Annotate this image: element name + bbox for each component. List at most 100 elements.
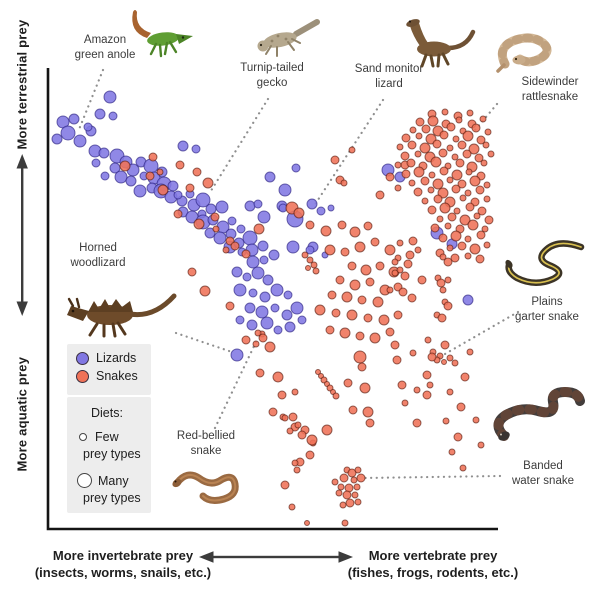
scatter-point-snakes: [459, 464, 467, 472]
scatter-point-lizards: [83, 122, 93, 132]
scatter-point-snakes: [477, 441, 485, 449]
scatter-point-lizards: [462, 294, 474, 306]
scatter-point-snakes: [353, 483, 361, 491]
scatter-point-snakes: [335, 275, 345, 285]
scatter-point-lizards: [227, 216, 237, 226]
many-prey-circle-icon: [77, 473, 92, 488]
scatter-point-snakes: [192, 167, 202, 177]
scatter-point-snakes: [288, 412, 298, 422]
x-axis-label-invertebrate: More invertebrate prey (insects, worms, …: [34, 548, 212, 580]
scatter-point-snakes: [348, 405, 358, 415]
scatter-point-snakes: [453, 207, 461, 215]
scatter-point-snakes: [339, 327, 351, 339]
scatter-point-snakes: [199, 285, 211, 297]
scatter-point-snakes: [202, 177, 214, 189]
scatter-point-snakes: [472, 416, 480, 424]
scatter-point-snakes: [331, 478, 339, 486]
scatter-point-lizards: [143, 158, 159, 174]
scatter-point-lizards: [253, 199, 263, 209]
scatter-point-snakes: [341, 519, 349, 527]
scatter-point-snakes: [320, 225, 332, 237]
scatter-point-snakes: [457, 241, 467, 251]
scatter-point-snakes: [394, 161, 402, 169]
scatter-point-snakes: [464, 235, 472, 243]
scatter-point-snakes: [349, 279, 361, 291]
y-axis-double-arrow-icon: [16, 154, 28, 316]
scatter-point-snakes: [306, 434, 318, 446]
scatter-point-lizards: [246, 319, 258, 331]
snakes-dot-icon: [76, 369, 89, 383]
scatter-point-snakes: [451, 184, 461, 194]
leader-line: [312, 98, 385, 208]
scatter-point-snakes: [446, 144, 454, 152]
scatter-point-snakes: [426, 381, 434, 389]
scatter-point-snakes: [473, 212, 481, 220]
scatter-point-snakes: [397, 380, 407, 390]
scatter-point-snakes: [173, 209, 183, 219]
scatter-point-lizards: [60, 125, 76, 141]
scatter-point-snakes: [314, 304, 326, 316]
scatter-point-lizards: [108, 111, 118, 121]
scatter-point-snakes: [305, 265, 311, 271]
scatter-point-snakes: [441, 108, 449, 116]
scatter-point-snakes: [422, 390, 432, 400]
scatter-point-snakes: [430, 156, 442, 168]
scatter-point-lizards: [230, 348, 244, 362]
scatter-point-snakes: [355, 331, 365, 341]
scatter-point-snakes: [419, 142, 431, 154]
scatter-point-snakes: [255, 368, 265, 378]
scatter-point-snakes: [407, 140, 417, 150]
scatter-point-snakes: [451, 153, 459, 161]
scatter-point-snakes: [342, 490, 352, 500]
scatter-point-snakes: [396, 239, 404, 247]
scatter-point-snakes: [450, 230, 462, 242]
scatter-point-lizards: [259, 255, 269, 265]
scatter-point-snakes: [414, 150, 422, 158]
scatter-point-lizards: [284, 321, 296, 333]
scatter-point-snakes: [175, 160, 185, 170]
scatter-point-snakes: [356, 473, 366, 483]
scatter-point-lizards: [306, 198, 318, 210]
scatter-point-snakes: [421, 124, 431, 134]
scatter-point-snakes: [479, 115, 487, 123]
scatter-point-snakes: [415, 132, 423, 140]
scatter-point-snakes: [230, 241, 240, 251]
scatter-point-snakes: [451, 169, 463, 181]
scatter-point-snakes: [432, 139, 442, 149]
scatter-point-snakes: [325, 325, 335, 335]
scatter-point-snakes: [357, 362, 367, 372]
scatter-point-snakes: [475, 254, 485, 264]
scatter-point-snakes: [466, 348, 474, 356]
scatter-point-snakes: [345, 498, 355, 508]
scatter-point-snakes: [324, 244, 336, 256]
scatter-point-snakes: [363, 313, 373, 323]
scatter-point-snakes: [427, 115, 439, 127]
scatter-point-snakes: [440, 340, 450, 350]
x-axis-double-arrow-icon: [199, 551, 353, 563]
scatter-point-snakes: [455, 158, 465, 168]
scatter-point-lizards: [242, 272, 252, 282]
scatter-point-snakes: [439, 166, 449, 176]
scatter-point-snakes: [483, 181, 491, 189]
scatter-point-snakes: [442, 417, 450, 425]
scatter-point-snakes: [362, 406, 374, 418]
scatter-point-lizards: [103, 90, 117, 104]
label-horned-woodlizard: Horned woodlizard: [70, 242, 126, 269]
scatter-point-lizards: [133, 184, 147, 198]
scatter-point-snakes: [427, 205, 437, 215]
scatter-point-snakes: [422, 370, 432, 380]
scatter-point-snakes: [396, 143, 404, 151]
scatter-point-snakes: [457, 140, 467, 150]
scatter-point-snakes: [386, 286, 394, 294]
lizards-dot-icon: [76, 351, 89, 365]
legend-item-many: Many: [67, 471, 151, 490]
scatter-point-snakes: [390, 340, 400, 350]
legend-item-snakes: Snakes: [67, 367, 151, 385]
scatter-point-lizards: [286, 240, 300, 254]
scatter-point-snakes: [253, 223, 265, 235]
scatter-point-snakes: [210, 212, 220, 222]
scatter-point-snakes: [337, 220, 347, 230]
scatter-point-snakes: [452, 135, 460, 143]
